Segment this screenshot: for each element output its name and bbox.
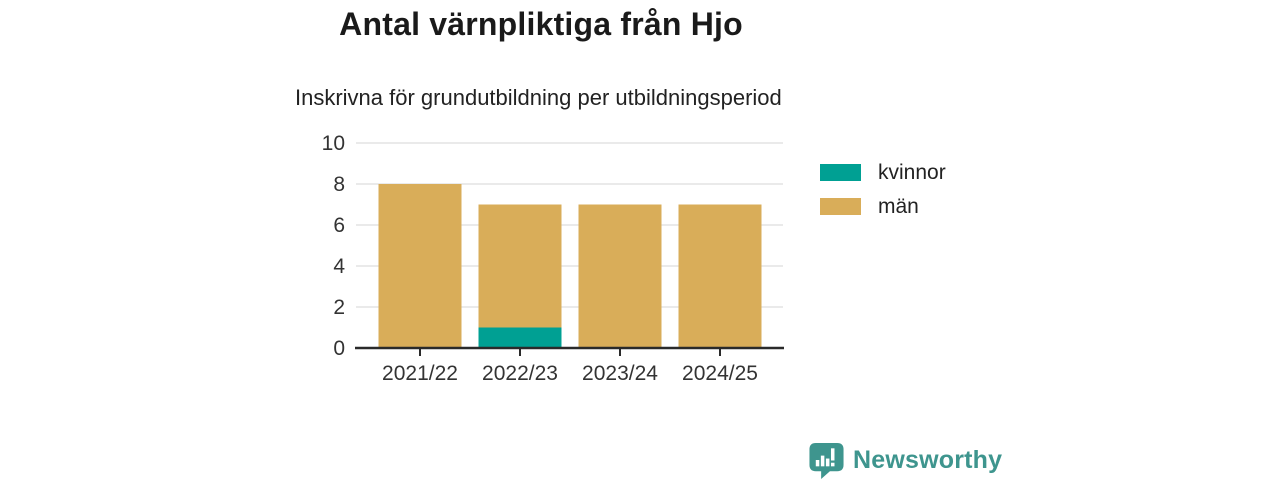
y-tick-label: 10 [322, 132, 345, 155]
legend-item-män: män [820, 196, 946, 217]
bar-segment-män [378, 184, 462, 348]
y-tick-label: 6 [333, 214, 345, 237]
y-tick-label: 2 [333, 296, 345, 319]
bar-segment-män [478, 204, 562, 328]
legend-swatch-män [820, 198, 861, 215]
chart-subtitle: Inskrivna för grundutbildning per utbild… [295, 85, 782, 110]
y-tick-label: 0 [333, 337, 345, 360]
bar-segment-kvinnor [478, 327, 562, 348]
x-tick-label: 2024/25 [682, 362, 758, 385]
chart-title: Antal värnpliktiga från Hjo [339, 6, 743, 42]
legend-label: kvinnor [878, 161, 946, 184]
x-tick-label: 2023/24 [582, 362, 658, 385]
bar-segment-män [578, 204, 662, 348]
legend-item-kvinnor: kvinnor [820, 162, 946, 183]
x-tick-label: 2022/23 [482, 362, 558, 385]
newsworthy-bubble-chart-icon [809, 442, 844, 479]
newsworthy-wordmark: Newsworthy [853, 445, 1003, 474]
y-tick-label: 4 [333, 255, 345, 278]
newsworthy-logo: Newsworthy [808, 441, 1002, 479]
legend-swatch-kvinnor [820, 164, 861, 181]
legend-label: män [878, 195, 919, 218]
bar-segment-män [678, 204, 762, 348]
chart-legend: kvinnor män [820, 162, 946, 230]
y-tick-label: 8 [333, 173, 345, 196]
x-tick-label: 2021/22 [382, 362, 458, 385]
